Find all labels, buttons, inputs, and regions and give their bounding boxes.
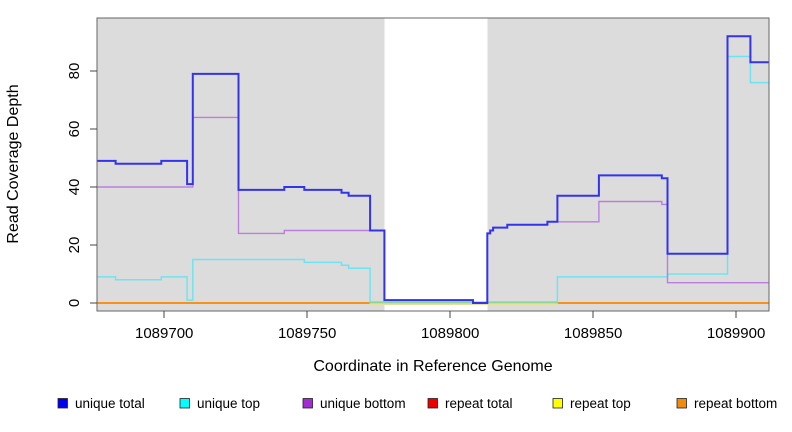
series-lines xyxy=(97,35,769,305)
y-tick-label: 60 xyxy=(66,121,83,138)
legend-item-unique-bottom: unique bottom xyxy=(302,396,406,411)
legend-label-repeat-total: repeat total xyxy=(445,396,513,411)
legend-swatch-repeat-top xyxy=(552,398,563,409)
legend-item-repeat-bottom: repeat bottom xyxy=(676,396,777,411)
plot-border xyxy=(96,17,770,312)
series-line-unique-top xyxy=(97,55,769,304)
legend: unique total unique top unique bottom repea… xyxy=(57,396,777,411)
no-coverage-gap-region xyxy=(384,18,488,311)
legend-label-unique-bottom: unique bottom xyxy=(320,396,406,411)
y-tick-label: 80 xyxy=(66,63,83,80)
legend-item-unique-total: unique total xyxy=(57,396,145,411)
legend-swatch-unique-top xyxy=(179,398,190,409)
legend-swatch-repeat-bottom xyxy=(676,398,687,409)
x-tick-label: 1089800 xyxy=(421,325,479,342)
legend-label-repeat-top: repeat top xyxy=(570,396,631,411)
legend-label-unique-top: unique top xyxy=(197,396,260,411)
legend-swatch-repeat-total xyxy=(427,398,438,409)
series-line-unique-total xyxy=(97,35,769,304)
y-axis-title: Read Coverage Depth xyxy=(5,84,22,243)
legend-swatch-unique-total xyxy=(57,398,68,409)
x-tick-label: 1089900 xyxy=(707,325,765,342)
x-tick-label: 1089850 xyxy=(564,325,622,342)
legend-swatch-unique-bottom xyxy=(302,398,313,409)
x-axis-title: Coordinate in Reference Genome xyxy=(313,358,552,375)
legend-item-repeat-total: repeat total xyxy=(427,396,513,411)
plot-background xyxy=(97,18,769,311)
x-tick-label: 1089750 xyxy=(278,325,336,342)
y-tick-label: 40 xyxy=(66,179,83,196)
plot-box xyxy=(96,17,770,312)
y-tick-label: 20 xyxy=(66,237,83,254)
y-tick-label: 0 xyxy=(66,299,83,307)
legend-label-repeat-bottom: repeat bottom xyxy=(694,396,777,411)
legend-label-unique-total: unique total xyxy=(75,396,145,411)
x-tick-label: 1089700 xyxy=(135,325,193,342)
legend-item-repeat-top: repeat top xyxy=(552,396,631,411)
legend-item-unique-top: unique top xyxy=(179,396,260,411)
axes: 1089700 1089750 1089800 1089850 1089900 0 20 40… xyxy=(66,63,765,342)
